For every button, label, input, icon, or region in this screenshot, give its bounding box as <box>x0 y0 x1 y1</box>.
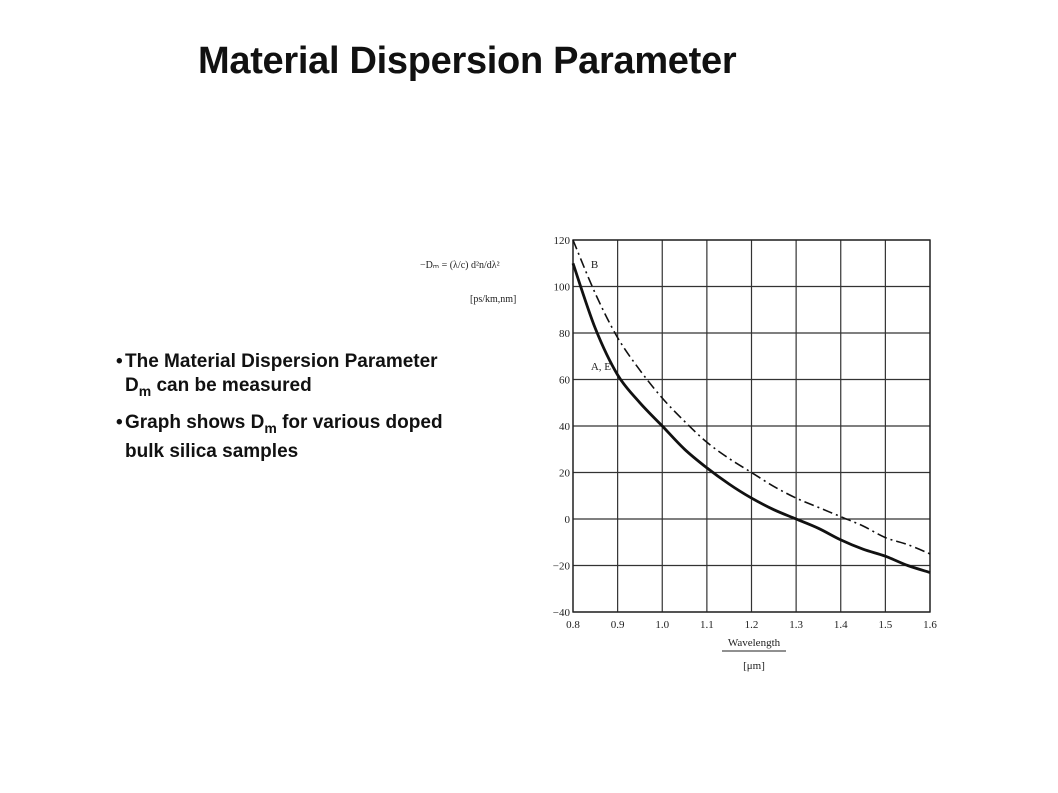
y-tick-label: 40 <box>559 421 571 433</box>
y-tick-label: −20 <box>553 561 571 573</box>
y-tick-label: 100 <box>554 282 571 294</box>
x-tick-label: 1.6 <box>923 619 937 631</box>
bullet-subscript: m <box>264 419 277 436</box>
bullet-subscript: m <box>138 382 152 399</box>
bullet-item: Graph shows Dm for various doped bulk si… <box>116 411 446 464</box>
y-tick-label: 80 <box>559 328 571 340</box>
x-tick-label: 0.9 <box>611 619 625 631</box>
y-tick-label: 0 <box>565 514 571 526</box>
bullet-text-pre: The Material Dispersion Parameter D <box>125 351 438 396</box>
y-tick-label: 120 <box>554 235 571 247</box>
series-line-b <box>572 239 931 555</box>
y-tick-label: 20 <box>559 468 571 480</box>
grid-layer <box>572 239 931 613</box>
y-axis-formula: −Dₘ = (λ/c) d²n/dλ² <box>420 260 500 271</box>
y-tick-label: 60 <box>559 375 571 387</box>
y-tick-label: −40 <box>553 607 571 619</box>
x-tick-label: 1.0 <box>655 619 669 631</box>
bullet-text-pre: Graph shows D <box>125 411 265 433</box>
plot-frame <box>572 239 931 613</box>
x-tick-label: 1.2 <box>745 619 759 631</box>
slide-title: Material Dispersion Parameter <box>198 40 737 82</box>
tick-layer: 0.8 0.9 1.0 1.1 1.2 1.3 1.4 1.5 1.6 −40 −20 0 20 40 60… <box>553 235 938 631</box>
series-layer <box>571 239 931 574</box>
x-tick-label: 0.8 <box>566 619 580 631</box>
series-annotation: A, E <box>591 361 611 373</box>
bullet-text-post: can be measured <box>151 375 312 396</box>
series-line-a-e <box>571 262 931 574</box>
x-tick-label: 1.3 <box>789 619 803 631</box>
series-annotation: B <box>591 259 598 271</box>
bullet-text-post: for various doped bulk silica samples <box>125 411 443 462</box>
label-layer: −Dₘ = (λ/c) d²n/dλ² [ps/km,nm] Wavelengt… <box>420 259 786 672</box>
x-axis-label: Wavelength <box>728 637 781 649</box>
bullet-list: The Material Dispersion Parameter Dm can… <box>116 350 446 472</box>
x-axis-units: [μm] <box>743 660 765 672</box>
y-axis-units: [ps/km,nm] <box>470 294 516 305</box>
x-tick-label: 1.5 <box>879 619 893 631</box>
bullet-item: The Material Dispersion Parameter Dm can… <box>116 350 446 403</box>
x-tick-label: 1.1 <box>700 619 714 631</box>
x-tick-label: 1.4 <box>834 619 848 631</box>
